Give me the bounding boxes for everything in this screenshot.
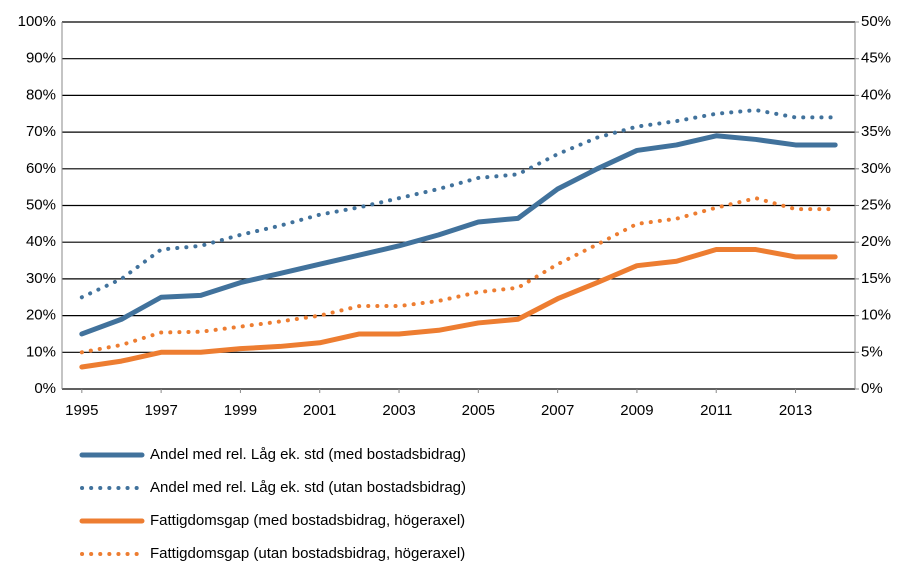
y2-tick-label: 25% <box>861 196 891 213</box>
y-tick-label: 0% <box>34 380 56 397</box>
y-tick-label: 20% <box>26 307 56 324</box>
legend-label: Fattigdomsgap (utan bostadsbidrag, höger… <box>150 545 465 562</box>
x-tick-label: 1997 <box>144 402 177 419</box>
y-tick-label: 100% <box>18 13 56 30</box>
x-tick-label: 1995 <box>65 402 98 419</box>
legend-label: Andel med rel. Låg ek. std (med bostadsb… <box>150 446 466 463</box>
y2-tick-label: 50% <box>861 13 891 30</box>
legend-label: Andel med rel. Låg ek. std (utan bostads… <box>150 479 466 496</box>
y-tick-label: 10% <box>26 343 56 360</box>
y-tick-label: 80% <box>26 86 56 103</box>
series-line <box>79 133 838 337</box>
x-tick-label: 2007 <box>541 402 574 419</box>
x-tick-label: 1999 <box>224 402 257 419</box>
x-tick-label: 2013 <box>779 402 812 419</box>
series-line <box>79 196 838 355</box>
series-line <box>79 247 838 370</box>
y2-tick-label: 15% <box>861 270 891 287</box>
x-tick-label: 2001 <box>303 402 336 419</box>
y-tick-label: 60% <box>26 160 56 177</box>
y2-tick-label: 20% <box>861 233 891 250</box>
y2-tick-label: 45% <box>861 50 891 67</box>
y-tick-label: 40% <box>26 233 56 250</box>
y2-tick-label: 40% <box>861 86 891 103</box>
y2-tick-label: 10% <box>861 307 891 324</box>
y2-tick-label: 5% <box>861 343 883 360</box>
y-tick-label: 70% <box>26 123 56 140</box>
legend-label: Fattigdomsgap (med bostadsbidrag, högera… <box>150 512 465 529</box>
y-tick-label: 30% <box>26 270 56 287</box>
y2-tick-label: 30% <box>861 160 891 177</box>
y2-tick-label: 0% <box>861 380 883 397</box>
y-tick-label: 90% <box>26 50 56 67</box>
x-tick-label: 2005 <box>462 402 495 419</box>
y-tick-label: 50% <box>26 196 56 213</box>
x-tick-label: 2011 <box>700 402 732 419</box>
y2-tick-label: 35% <box>861 123 891 140</box>
x-tick-label: 2003 <box>382 402 415 419</box>
x-tick-label: 2009 <box>620 402 653 419</box>
